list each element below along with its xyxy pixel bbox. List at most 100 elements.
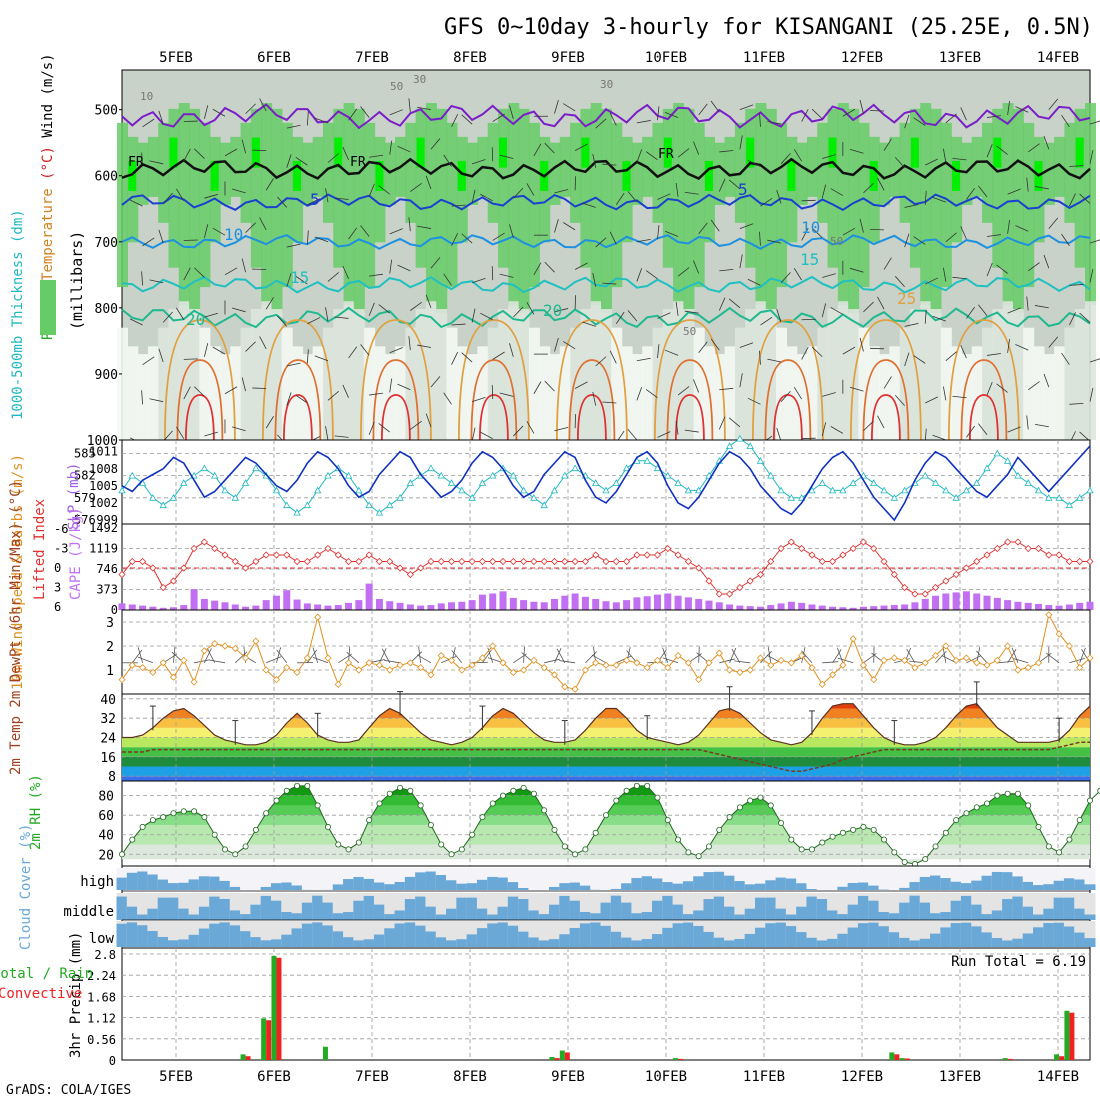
rh-shade-column: [663, 109, 674, 268]
cape-bar: [304, 603, 311, 610]
rh-marker: [542, 808, 547, 813]
cape-bar: [221, 602, 228, 610]
pressure-tick-label: 500: [95, 104, 118, 119]
rh-shade-column: [529, 123, 540, 287]
rh-high-shade: [952, 161, 960, 191]
cloud-cover-cell: [333, 931, 344, 947]
cloud-clear-cell: [528, 868, 539, 890]
rh-marker: [820, 840, 825, 845]
cape-bar: [582, 597, 589, 610]
cloud-cover-cell: [1043, 923, 1054, 947]
cloud-cover-cell: [209, 924, 220, 947]
rh-marker: [717, 827, 722, 832]
rh-low-shade: [941, 328, 952, 440]
rh-marker: [840, 830, 845, 835]
panel-frame: [122, 610, 1090, 694]
cloud-cover-cell: [498, 878, 509, 890]
rh-shade-column: [683, 109, 694, 313]
cloud-cover-cell: [240, 931, 251, 947]
cloud-cover-cell: [909, 896, 920, 920]
rh-high-shade: [705, 161, 713, 191]
cape-bar: [1035, 604, 1042, 610]
cape-bar: [252, 606, 259, 610]
cloud-cover-cell: [776, 878, 787, 890]
cloud-cover-cell: [343, 912, 354, 920]
cloud-cover-cell: [590, 913, 601, 920]
cloud-cover-cell: [879, 912, 890, 920]
cloud-cover-cell: [683, 914, 694, 920]
li-tick-label: -6: [54, 522, 68, 536]
cloud-cover-cell: [425, 907, 436, 920]
date-tick-bottom: 5FEB: [159, 1069, 193, 1085]
cape-bar: [1045, 605, 1052, 610]
rh-shade-column: [570, 123, 581, 223]
date-tick-top: 7FEB: [355, 50, 389, 66]
rh-marker: [974, 805, 979, 810]
isotherm-label: 15: [800, 250, 819, 269]
ylabel-part: Temperature: [40, 180, 56, 281]
cape-bar: [397, 603, 404, 610]
rh-low-shade: [467, 354, 478, 440]
precip-tick-label: 0.56: [87, 1033, 116, 1047]
cloud-cover-cell: [456, 898, 467, 920]
cloud-cover-cell: [117, 878, 128, 890]
cape-bar: [891, 605, 898, 610]
cloud-cover-cell: [384, 928, 395, 947]
wind-tick-label: 2: [106, 640, 114, 655]
precip-total-bar: [889, 1052, 894, 1060]
cloud-cover-cell: [858, 883, 869, 890]
date-tick-top: 14FEB: [1037, 50, 1079, 66]
li-tick-label: -3: [54, 542, 68, 556]
cloud-cover-cell: [436, 875, 447, 890]
rh-high-shade: [911, 138, 919, 168]
rh-marker: [511, 788, 516, 793]
rh-marker: [1026, 803, 1031, 808]
cloud-clear-cell: [590, 868, 601, 890]
cloud-cover-cell: [858, 896, 869, 920]
cloud-cover-cell: [899, 903, 910, 920]
cloud-cover-cell: [117, 924, 128, 947]
cloud-cover-cell: [1002, 899, 1013, 920]
cloud-cover-cell: [714, 938, 725, 947]
rh-marker: [408, 788, 413, 793]
cape-bar: [139, 606, 146, 610]
cloud-cover-cell: [467, 898, 478, 920]
cape-bar: [1025, 603, 1032, 610]
rh-low-shade: [127, 346, 138, 440]
cloud-clear-cell: [302, 868, 313, 890]
cloud-cover-cell: [776, 923, 787, 947]
cloud-cover-cell: [415, 872, 426, 890]
cape-bar: [922, 599, 929, 610]
cloud-cover-cell: [631, 913, 642, 920]
date-tick-bottom: 8FEB: [453, 1069, 487, 1085]
cloud-cover-cell: [570, 928, 581, 947]
cloud-cover-cell: [1085, 915, 1096, 920]
precip-convective-bar: [1008, 1059, 1013, 1060]
cloud-layer-label: low: [89, 931, 115, 947]
rh-marker: [150, 817, 155, 822]
cloud-cover-cell: [796, 907, 807, 920]
cloud-cover-cell: [1033, 927, 1044, 947]
rh-low-shade: [632, 354, 643, 440]
rh-marker: [140, 824, 145, 829]
cloud-cover-cell: [209, 877, 220, 890]
cloud-cover-cell: [734, 915, 745, 920]
cloud-cover-cell: [642, 912, 653, 920]
cloud-cover-cell: [395, 910, 406, 920]
cloud-cover-cell: [374, 905, 385, 920]
rh-low-shade: [869, 346, 880, 440]
rh-low-shade: [230, 346, 241, 440]
cloud-cover-cell: [477, 928, 488, 947]
cape-bar: [201, 599, 208, 610]
cloud-cover-cell: [333, 884, 344, 890]
rh-marker: [387, 791, 392, 796]
cloud-cover-cell: [971, 905, 982, 920]
cloud-cover-cell: [1002, 940, 1013, 947]
cape-bar: [376, 599, 383, 610]
cape-bar: [1004, 600, 1011, 610]
cloud-cover-cell: [168, 898, 179, 920]
cloud-cover-cell: [652, 934, 663, 947]
rh-low-shade: [828, 309, 839, 440]
